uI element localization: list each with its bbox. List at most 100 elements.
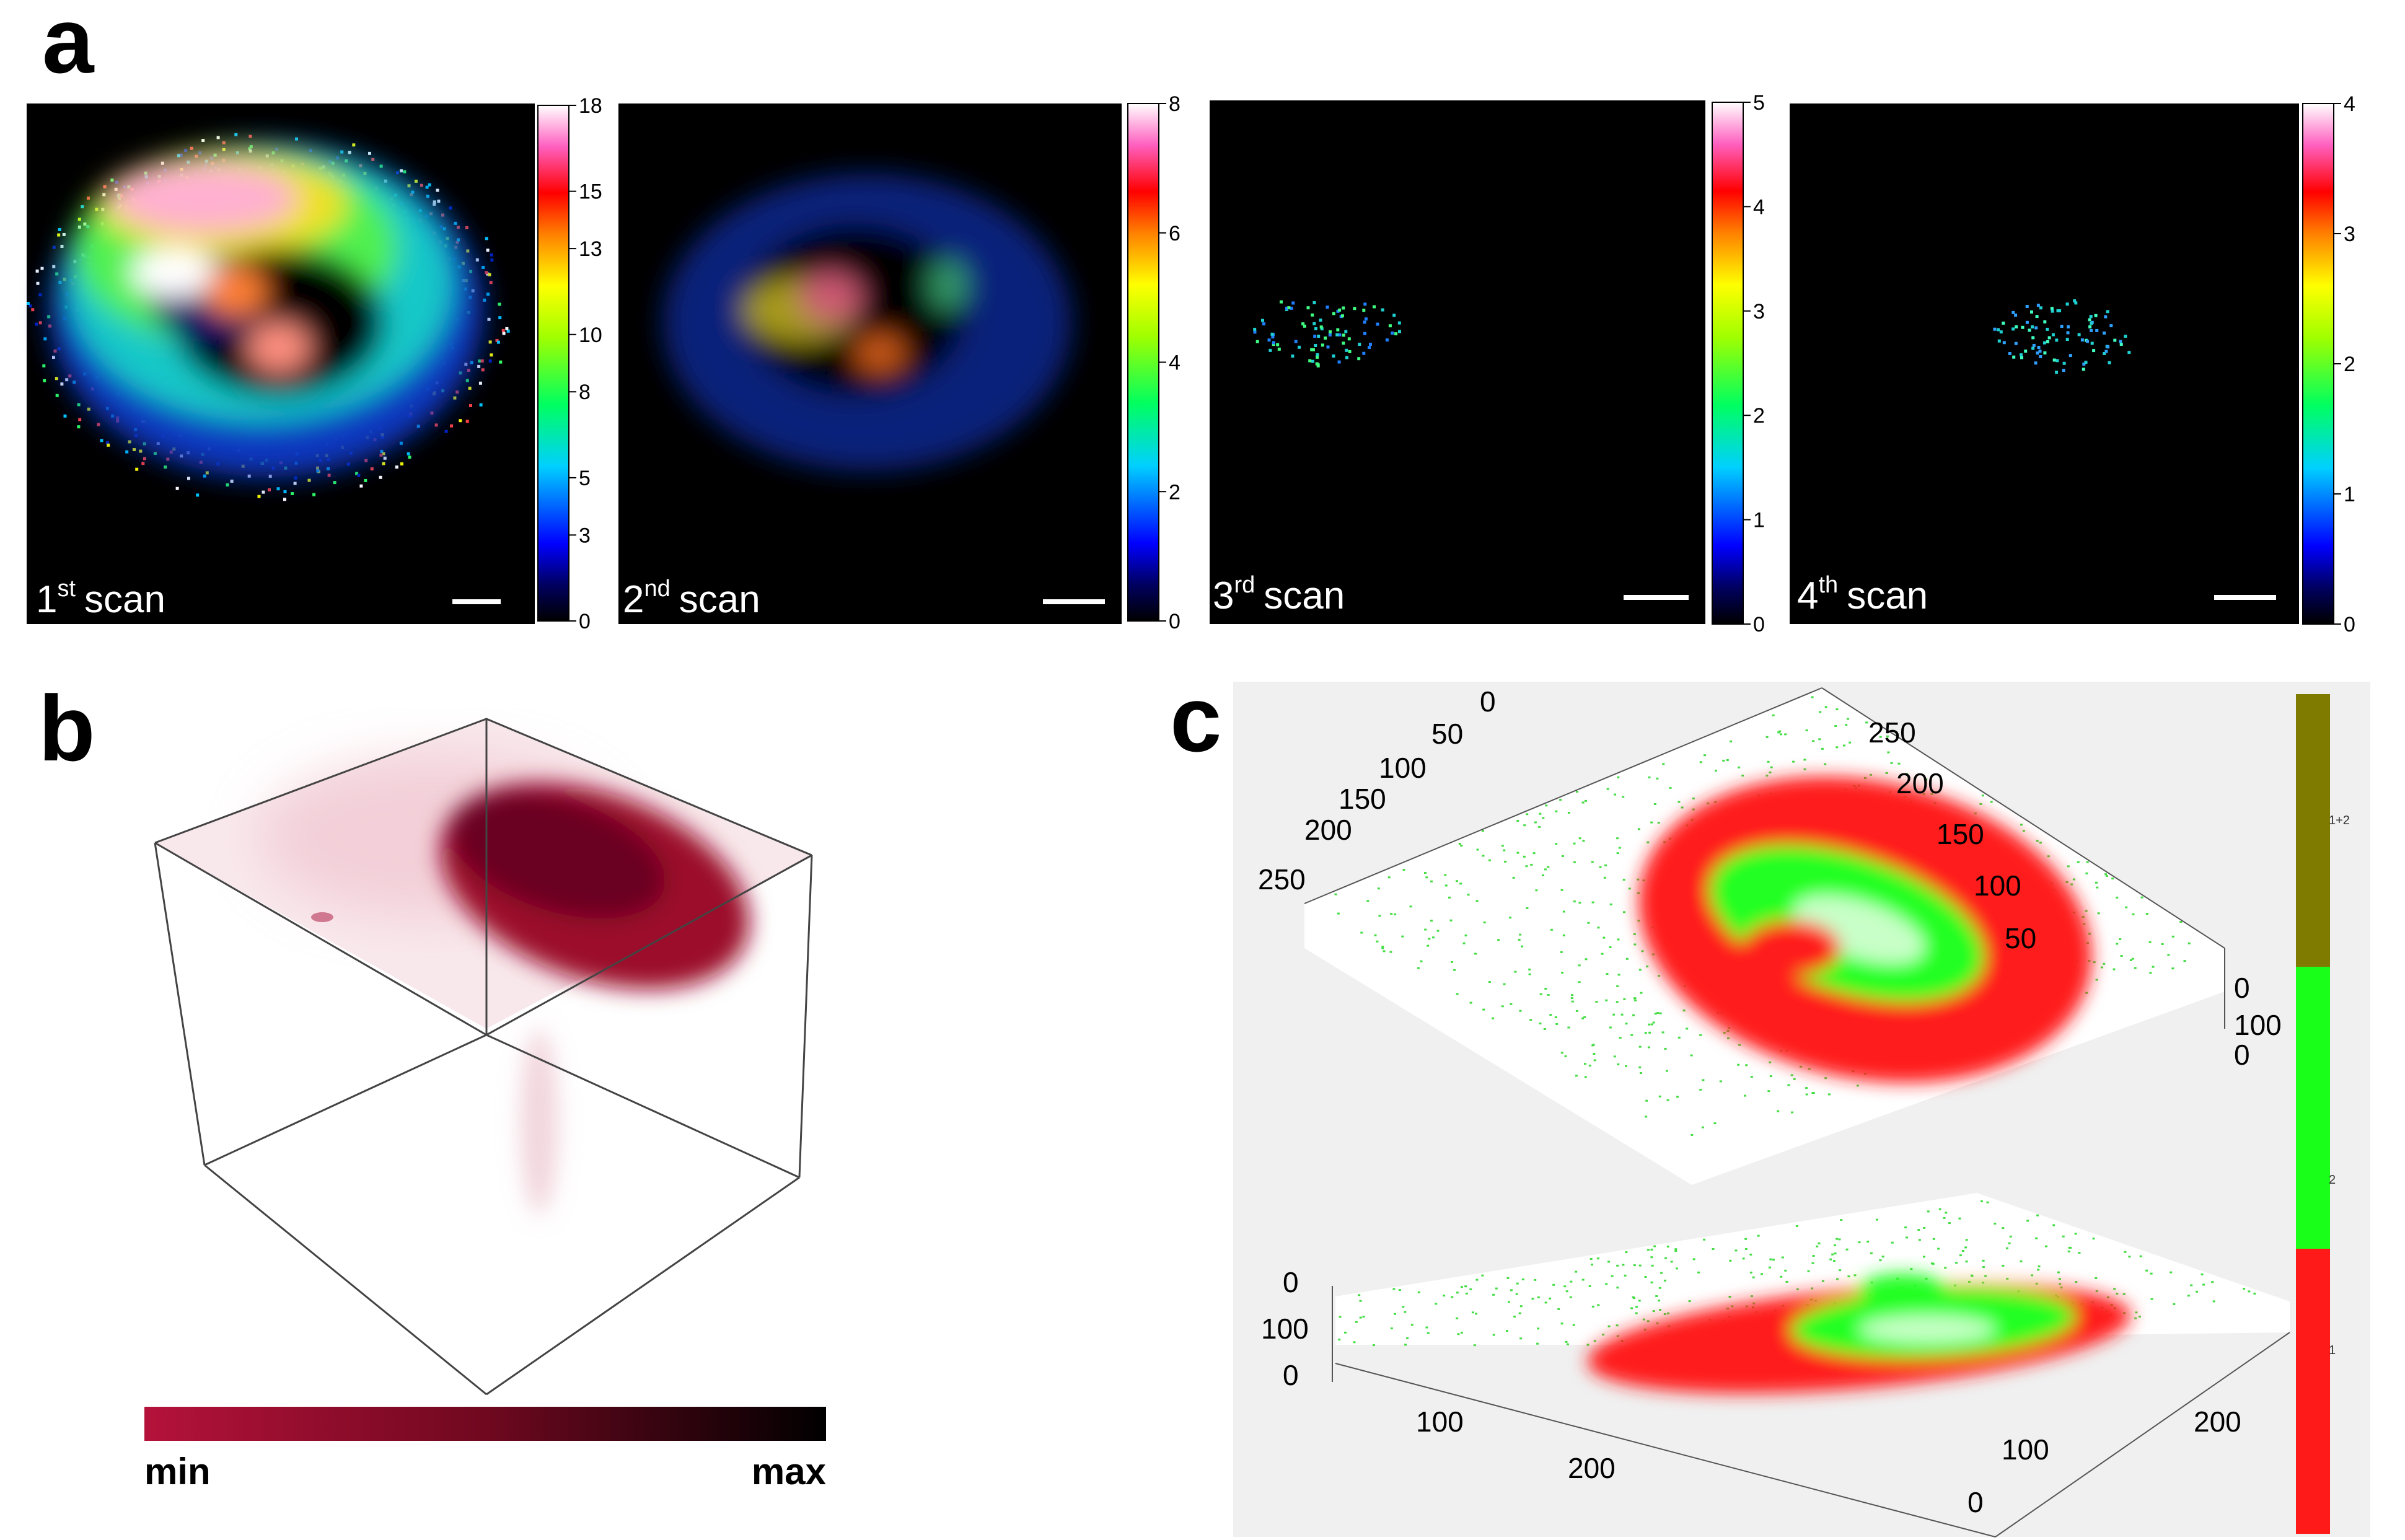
pixel [226, 483, 229, 486]
noise-point [1937, 1247, 1940, 1250]
noise-point [1836, 1238, 1839, 1240]
noise-point [1744, 1238, 1748, 1240]
colorbar-tick-label: 4 [1753, 195, 1765, 219]
noise-point [1792, 760, 1795, 763]
pixel [2014, 341, 2018, 345]
noise-point [1512, 876, 1515, 879]
pixel [2034, 326, 2038, 330]
noise-point [1519, 1305, 1523, 1308]
noise-point [1482, 1008, 1485, 1011]
noise-point [1578, 837, 1581, 840]
noise-point [1457, 1333, 1460, 1335]
pixel [333, 481, 336, 485]
pixel [1291, 354, 1295, 358]
noise-point [2074, 1233, 2077, 1235]
pixel [77, 425, 81, 429]
noise-point [1584, 799, 1587, 802]
pixel [1369, 343, 1372, 346]
noise-point [1681, 806, 1684, 809]
noise-point [1800, 1065, 1803, 1068]
noise-point [2125, 906, 2128, 909]
pixel [1345, 348, 1348, 352]
noise-point [1516, 820, 1519, 822]
pixel [450, 424, 454, 428]
noise-point [1979, 803, 1982, 805]
noise-point [2161, 943, 2164, 945]
pixel [1337, 360, 1341, 364]
noise-point [1944, 1267, 1947, 1269]
noise-point [1523, 855, 1526, 858]
noise-point [1648, 1031, 1651, 1034]
noise-point [1560, 1052, 1563, 1054]
noise-point [2139, 1316, 2141, 1318]
noise-point [1474, 953, 1477, 955]
pixel [234, 133, 238, 136]
noise-point [1870, 1252, 1873, 1254]
noise-point [1834, 725, 1837, 727]
pixel [1270, 332, 1274, 336]
noise-point [1635, 1312, 1638, 1314]
noise-point [1492, 1017, 1494, 1019]
noise-point [1492, 1293, 1495, 1296]
noise-point [1622, 1264, 1625, 1266]
noise-point [1430, 920, 1433, 922]
pixel [478, 359, 481, 363]
noise-point [1501, 1005, 1504, 1008]
pixel [2034, 361, 2038, 365]
pixel [1999, 330, 2003, 334]
noise-point [2190, 1284, 2193, 1287]
noise-point [1617, 974, 1620, 976]
noise-point [1669, 786, 1672, 789]
noise-point [1821, 747, 1824, 750]
noise-point [2116, 1293, 2119, 1295]
noise-point [1573, 861, 1576, 863]
pixel [52, 245, 56, 249]
pixel [1313, 335, 1317, 338]
noise-point [1660, 1272, 1663, 1274]
noise-point [1542, 817, 1545, 819]
pixel [77, 218, 81, 221]
pixel [1368, 346, 1371, 350]
pixel [371, 157, 375, 161]
pixel [1285, 306, 1288, 310]
pixel [1332, 354, 1335, 358]
pixel [43, 337, 47, 341]
noise-point [1728, 1296, 1731, 1298]
noise-point [1366, 900, 1370, 902]
pixel [396, 171, 399, 175]
pixel [2104, 315, 2108, 319]
noise-point [1611, 1275, 1614, 1277]
pixel [379, 475, 382, 479]
noise-point [2093, 961, 2096, 964]
noise-point [1462, 942, 1466, 944]
pixel [2021, 325, 2025, 329]
noise-point [1682, 1010, 1686, 1012]
pixel [184, 149, 188, 152]
noise-point [1458, 843, 1461, 845]
colorbar-tick-label: 1 [1753, 509, 1765, 532]
pixel [2050, 307, 2054, 310]
noise-point [2085, 872, 2088, 874]
pixel [2066, 331, 2070, 335]
noise-point [1885, 772, 1888, 774]
noise-point [1519, 1337, 1523, 1340]
noise-point [1648, 776, 1651, 778]
noise-point [1432, 936, 1435, 939]
noise-point [1595, 1001, 1598, 1003]
pixel [487, 317, 491, 321]
noise-point [1828, 1093, 1831, 1096]
noise-point [1772, 714, 1775, 716]
noise-point [1891, 1241, 1894, 1244]
pixel [1347, 337, 1351, 341]
pixel [469, 404, 472, 407]
pixel [1398, 330, 1401, 333]
noise-point [1444, 874, 1447, 876]
pixel [35, 269, 39, 273]
pixel [1301, 322, 1305, 326]
pixel [166, 457, 170, 461]
pixel [2046, 340, 2049, 343]
noise-point [1503, 983, 1506, 985]
noise-point [2140, 896, 2143, 899]
pixel [490, 258, 494, 262]
noise-point [1604, 864, 1607, 866]
